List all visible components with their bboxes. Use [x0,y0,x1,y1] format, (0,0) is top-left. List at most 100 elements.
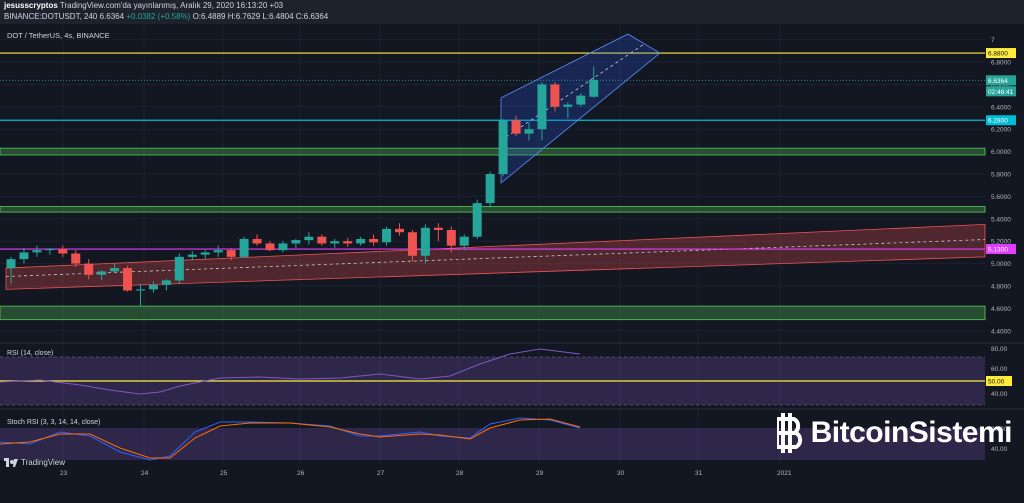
candle-body [317,236,327,244]
candle-body [45,249,55,251]
rsi-line [0,348,581,395]
stoch-tick: 40.00 [991,446,1008,453]
y-tick-label: 4.8000 [991,284,1011,291]
candle-body [485,174,495,204]
bearish-channel [5,223,986,290]
price-tag-box [986,48,1016,59]
stoch-band [0,428,985,460]
price-tag: 6.6364 [986,75,1016,86]
y-tick-label: 7 [991,37,995,44]
candle-body [407,232,417,256]
x-tick-label: 28 [456,470,464,477]
stoch-d-line [0,418,581,459]
candle-body [433,227,443,230]
candle-body [537,84,547,130]
stoch-label: Stoch RSI (3, 3, 14, 14, close) [7,419,100,426]
candle-body [291,240,301,244]
candle-body [252,238,262,244]
candle-body [84,263,94,275]
y-tick-label: 6.0000 [991,149,1011,156]
y-tick-label: 5.8000 [991,172,1011,179]
x-tick-label: 27 [377,470,385,477]
bitcoin-b-icon [776,413,802,453]
candle-body [576,95,586,105]
bitcoinsistemi-watermark: BitcoinSistemi [776,413,1013,453]
author-name[interactable]: jesusscryptos [4,1,58,10]
candle-body [343,241,353,244]
candle-body [148,284,158,290]
y-tick-label: 6.6000 [991,82,1011,89]
stoch-tick: 80.00 [991,426,1008,433]
candle-body [97,271,107,275]
price-tag-label: 6.8800 [988,51,1008,58]
x-tick-label: 31 [695,470,703,477]
x-tick-label: 30 [617,470,625,477]
price-tag: 6.2800 [986,115,1016,126]
tradingview-logo[interactable]: TradingView [4,458,65,467]
candle-body [136,289,145,291]
support-zone [0,305,986,321]
y-tick-label: 6.2000 [991,127,1011,134]
candle-body [6,259,16,269]
y-tick-label: 5.4000 [991,216,1011,223]
candle-body [472,203,482,237]
candle-body [550,84,560,107]
candle-body [239,238,249,257]
candle-body [200,252,210,255]
candle-body [265,243,275,251]
rsi-tag-label: 50.00 [988,379,1005,386]
chart-header: jesusscryptos TradingView.com'da yayınla… [0,0,1024,24]
candle-body [19,252,29,260]
y-tick-label: 6.8000 [991,60,1011,67]
countdown-box [986,86,1016,97]
price-change: +0.0382 (+0.58%) [126,12,191,21]
y-tick-label: 4.6000 [991,306,1011,313]
last-price: 6.6364 [99,12,125,21]
price-tag-box [986,75,1016,86]
price-tag-label: 5.1300 [988,247,1008,254]
rsi-tick: 60.00 [991,366,1008,373]
price-chart[interactable]: DOT / TetherUS, 4s, BINANCEUSDT76.80006.… [0,24,1024,489]
price-axis [986,24,1024,489]
tradingview-label: TradingView [21,458,66,467]
candle-body [369,238,379,243]
candle-body [213,250,223,253]
x-tick-label: 23 [60,470,68,477]
price-tag-box [986,115,1016,126]
candle-body [187,254,197,257]
y-tick-label: 5.0000 [991,261,1011,268]
ohlc-values: O:6.4889 H:6.7629 L:6.4804 C:6.6364 [192,12,329,21]
rsi-tick: 40.00 [991,391,1008,398]
candle-body [304,236,314,241]
candle-body [382,228,392,243]
candle-body [161,280,171,285]
candle-body [395,228,404,233]
candle-body [446,230,456,246]
rsi-tick: 80.00 [991,346,1008,353]
candle-body [511,120,521,134]
tradingview-icon [4,458,18,467]
rsi-label: RSI (14, close) [7,350,53,357]
candle-body [356,238,366,244]
support-zone [0,205,986,213]
rsi-tag-box [986,376,1012,386]
candle-body [32,250,42,253]
publish-info: TradingView.com'da yayınlanmış, Aralık 2… [59,1,284,10]
watermark-text: BitcoinSistemi [810,416,1013,449]
candle-body [226,250,236,257]
channel-midline [5,239,986,277]
support-zone [0,147,986,156]
candle-body [459,236,469,246]
y-tick-label: 5.2000 [991,239,1011,246]
channel-midline [500,43,645,141]
symbol-label: BINANCE:DOTUSDT, 240 [4,12,98,21]
countdown-label: 02:46:41 [988,89,1014,96]
candle-body [174,256,184,281]
candle-body [278,243,288,251]
candle-body [498,120,508,174]
candle-body [589,79,599,97]
price-tag-box [986,244,1016,255]
candle-body [110,268,120,272]
price-tag-label: 6.6364 [988,78,1008,85]
x-tick-label: 26 [297,470,305,477]
